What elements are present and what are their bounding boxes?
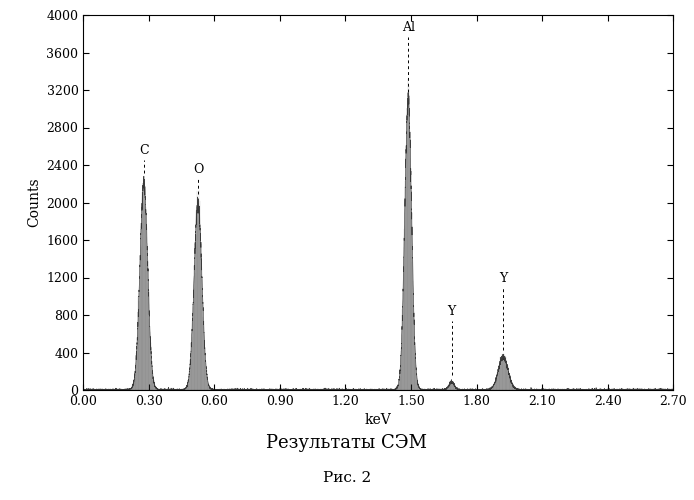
Text: Al: Al: [402, 20, 414, 34]
Text: Y: Y: [448, 305, 456, 318]
Text: O: O: [193, 163, 203, 176]
Text: C: C: [139, 144, 149, 158]
Text: Результаты СЭМ: Результаты СЭМ: [266, 434, 428, 452]
Y-axis label: Counts: Counts: [27, 178, 41, 228]
X-axis label: keV: keV: [365, 414, 391, 428]
Text: Y: Y: [499, 272, 507, 285]
Text: Рис. 2: Рис. 2: [323, 470, 371, 484]
